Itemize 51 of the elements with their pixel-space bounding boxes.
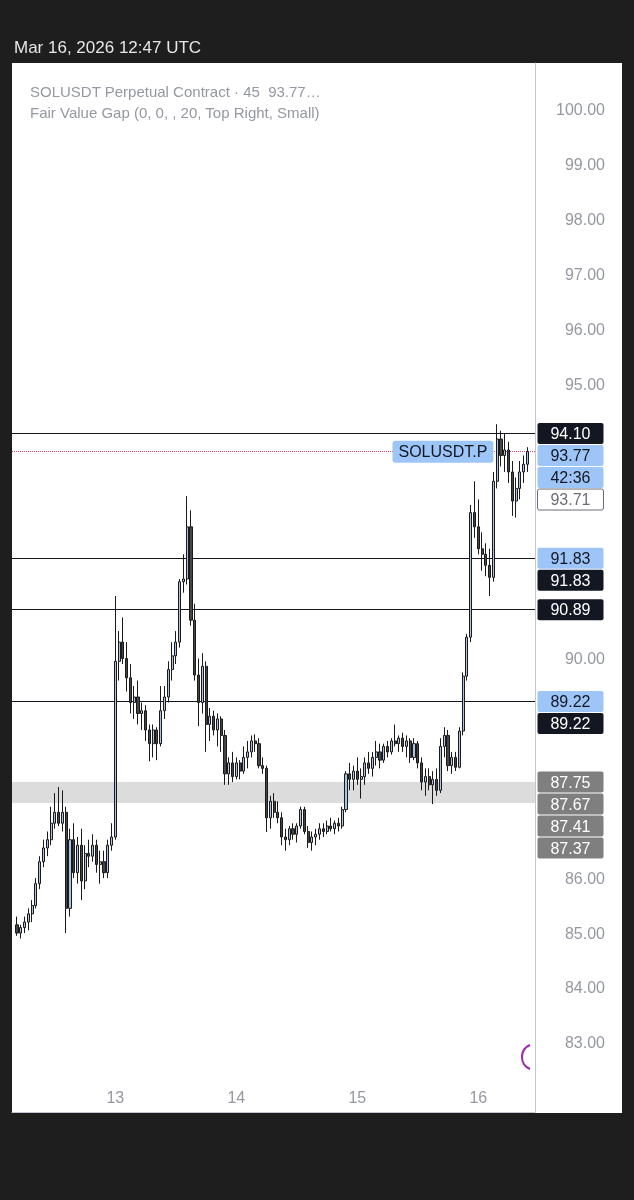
text: Fair Value Gap (0, 0, , 20, Top Right, Small) bbox=[30, 104, 320, 121]
y-tick-label: 98.00 bbox=[564, 210, 606, 228]
candlestick bbox=[318, 822, 321, 841]
x-tick-label: 14 bbox=[227, 1088, 246, 1106]
ref-line-label: 90.89 bbox=[550, 601, 591, 619]
x-tick-label: 16 bbox=[469, 1088, 488, 1106]
candlestick bbox=[57, 786, 60, 827]
y-tick-label: 85.00 bbox=[564, 924, 606, 942]
text: Mar 16, 2026 12:47 UTC bbox=[14, 37, 202, 59]
candlestick bbox=[409, 737, 412, 764]
ref-line-label: 89.22 bbox=[550, 714, 591, 732]
candlestick bbox=[291, 822, 295, 841]
y-tick-label: 90.00 bbox=[564, 650, 606, 668]
candlestick bbox=[242, 745, 245, 775]
ref-line-label: 94.10 bbox=[550, 425, 591, 443]
candlestick bbox=[15, 916, 19, 937]
x-tick-label: 15 bbox=[348, 1088, 367, 1106]
annotation: 93.77 bbox=[550, 447, 591, 465]
candlestick bbox=[322, 822, 325, 838]
candlestick bbox=[326, 820, 329, 835]
annotation: SOLUSDT.P bbox=[398, 443, 488, 461]
candlestick bbox=[382, 743, 385, 764]
annotation: 87.67 bbox=[550, 795, 591, 813]
annotation: 87.37 bbox=[550, 839, 591, 857]
ref-line-label: 91.83 bbox=[550, 571, 591, 589]
annotation: 87.41 bbox=[550, 817, 591, 835]
y-tick-label: 84.00 bbox=[564, 979, 606, 997]
candlestick bbox=[401, 732, 404, 753]
y-tick-label: 95.00 bbox=[564, 375, 606, 393]
candlestick bbox=[333, 820, 336, 835]
candlestick bbox=[235, 756, 238, 780]
x-tick-label: 13 bbox=[106, 1088, 125, 1106]
candlestick bbox=[329, 817, 332, 832]
candlestick bbox=[378, 743, 382, 769]
y-tick-label: 86.00 bbox=[564, 869, 606, 887]
annotation: 91.83 bbox=[550, 549, 591, 567]
y-tick-label: 97.00 bbox=[564, 265, 606, 283]
annotation: 89.22 bbox=[550, 692, 591, 710]
annotation: 93.71 bbox=[550, 491, 591, 509]
candlestick bbox=[446, 729, 450, 772]
candlestick bbox=[231, 751, 234, 783]
y-tick-label: 96.00 bbox=[564, 320, 606, 338]
candlestick bbox=[152, 723, 155, 758]
annotation: 42:36 bbox=[550, 469, 591, 487]
y-tick-label: 100.00 bbox=[556, 101, 606, 119]
y-tick-label: 99.00 bbox=[564, 156, 606, 174]
y-tick-label: 83.00 bbox=[564, 1034, 606, 1052]
candlestick bbox=[431, 770, 434, 805]
text: SOLUSDT Perpetual Contract · 45 93.77… bbox=[30, 83, 321, 100]
candlestick bbox=[80, 828, 83, 901]
annotation: 87.75 bbox=[550, 773, 591, 791]
